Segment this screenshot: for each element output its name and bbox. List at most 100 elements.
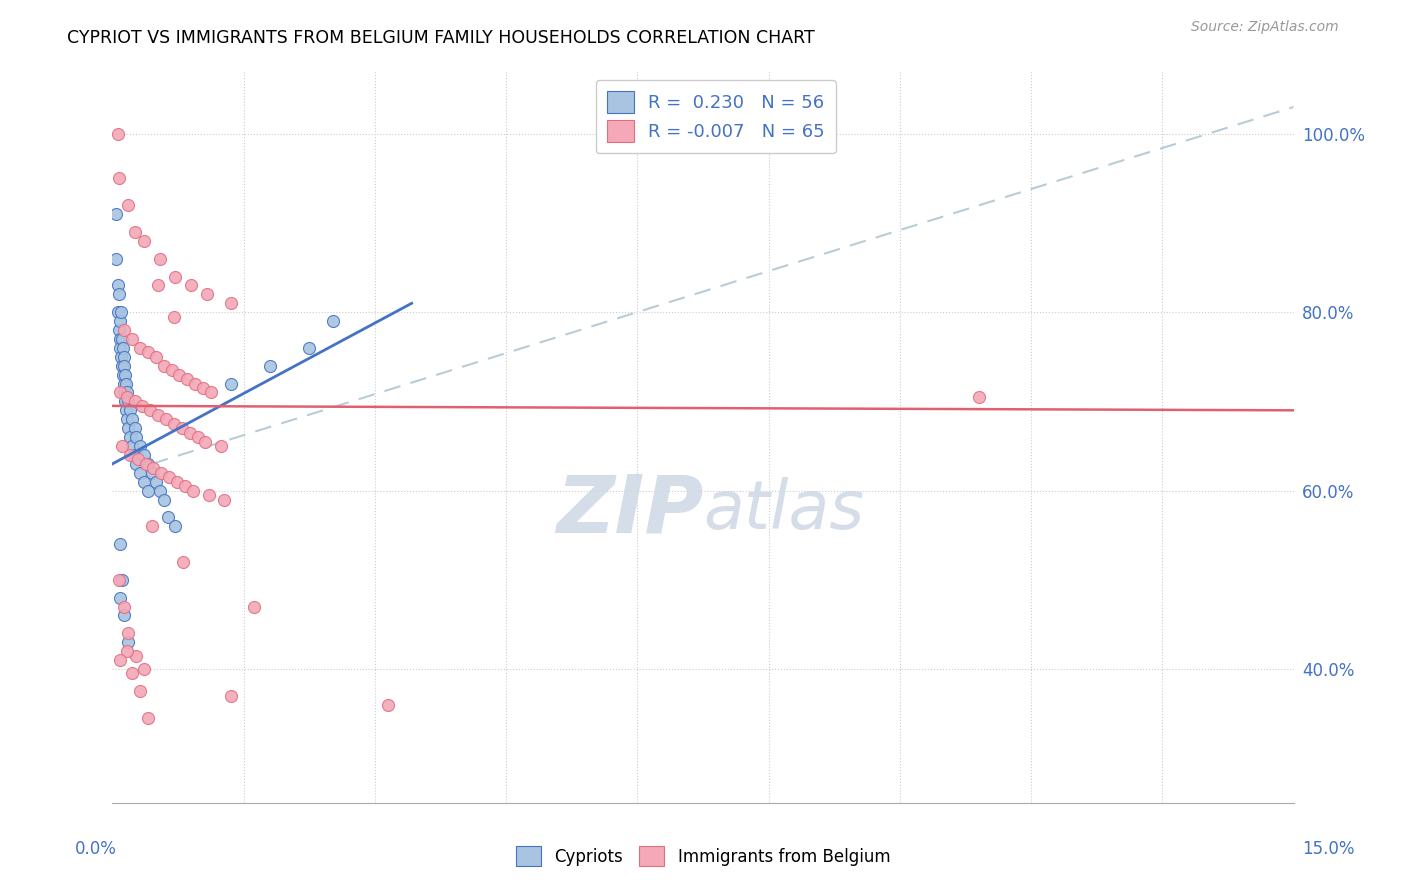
Point xyxy=(107,323,129,337)
Point xyxy=(124,448,146,462)
Point xyxy=(124,421,146,435)
Point xyxy=(132,234,155,248)
Point xyxy=(117,626,139,640)
Point xyxy=(115,644,138,658)
Point xyxy=(139,403,162,417)
Point xyxy=(121,412,143,426)
Point xyxy=(107,573,129,587)
Point xyxy=(172,555,194,569)
Point xyxy=(111,368,134,382)
Point xyxy=(136,345,159,359)
Point xyxy=(115,376,138,391)
Point xyxy=(155,412,177,426)
Text: atlas: atlas xyxy=(703,477,865,543)
Point xyxy=(124,394,146,409)
Point xyxy=(967,390,990,404)
Point xyxy=(111,341,134,355)
Point xyxy=(181,483,204,498)
Point xyxy=(141,466,163,480)
Point xyxy=(176,372,198,386)
Point xyxy=(110,537,132,551)
Point xyxy=(118,403,141,417)
Point xyxy=(152,492,174,507)
Point xyxy=(112,350,135,364)
Point xyxy=(117,198,139,212)
Point xyxy=(121,666,143,681)
Point xyxy=(135,457,157,471)
Point xyxy=(112,359,135,373)
Point xyxy=(214,492,236,507)
Point xyxy=(110,305,132,319)
Point xyxy=(110,341,132,355)
Point xyxy=(200,385,222,400)
Point xyxy=(129,684,152,698)
Point xyxy=(112,608,135,623)
Point xyxy=(118,430,141,444)
Point xyxy=(136,457,159,471)
Point xyxy=(259,359,281,373)
Point xyxy=(191,381,214,395)
Point xyxy=(105,207,128,221)
Point xyxy=(114,394,136,409)
Point xyxy=(132,662,155,676)
Point xyxy=(108,591,131,605)
Point xyxy=(194,434,217,449)
Point xyxy=(125,430,148,444)
Point xyxy=(127,452,149,467)
Point xyxy=(131,399,153,413)
Point xyxy=(174,479,197,493)
Text: CYPRIOT VS IMMIGRANTS FROM BELGIUM FAMILY HOUSEHOLDS CORRELATION CHART: CYPRIOT VS IMMIGRANTS FROM BELGIUM FAMIL… xyxy=(67,29,815,46)
Point xyxy=(132,448,155,462)
Point xyxy=(156,510,179,524)
Point xyxy=(149,483,172,498)
Point xyxy=(117,394,139,409)
Point xyxy=(115,412,138,426)
Point xyxy=(121,332,143,346)
Point xyxy=(129,466,152,480)
Point xyxy=(129,439,152,453)
Point xyxy=(121,439,143,453)
Point xyxy=(115,403,138,417)
Point xyxy=(124,225,146,239)
Point xyxy=(160,363,183,377)
Point xyxy=(149,252,172,266)
Point xyxy=(111,573,134,587)
Point xyxy=(219,376,242,391)
Point xyxy=(169,368,191,382)
Point xyxy=(111,332,134,346)
Point xyxy=(112,385,135,400)
Point xyxy=(165,519,187,533)
Point xyxy=(111,359,134,373)
Point xyxy=(112,599,135,614)
Point xyxy=(110,350,132,364)
Point xyxy=(111,439,134,453)
Point xyxy=(107,287,129,301)
Point xyxy=(114,368,136,382)
Point xyxy=(110,332,132,346)
Point xyxy=(163,417,186,431)
Point xyxy=(152,359,174,373)
Point xyxy=(125,457,148,471)
Point xyxy=(170,421,193,435)
Point xyxy=(186,430,208,444)
Point xyxy=(118,448,141,462)
Point xyxy=(184,376,207,391)
Point xyxy=(107,127,129,141)
Point xyxy=(145,475,167,489)
Legend: Cypriots, Immigrants from Belgium: Cypriots, Immigrants from Belgium xyxy=(509,839,897,873)
Point xyxy=(146,278,169,293)
Point xyxy=(145,350,167,364)
Point xyxy=(377,698,399,712)
Point xyxy=(117,635,139,649)
Point xyxy=(180,278,202,293)
Point xyxy=(165,269,187,284)
Point xyxy=(115,385,138,400)
Point xyxy=(195,287,218,301)
Point xyxy=(110,653,132,667)
Point xyxy=(243,599,266,614)
Point xyxy=(136,483,159,498)
Point xyxy=(125,648,148,663)
Point xyxy=(146,408,169,422)
Text: 15.0%: 15.0% xyxy=(1302,840,1355,858)
Point xyxy=(107,278,129,293)
